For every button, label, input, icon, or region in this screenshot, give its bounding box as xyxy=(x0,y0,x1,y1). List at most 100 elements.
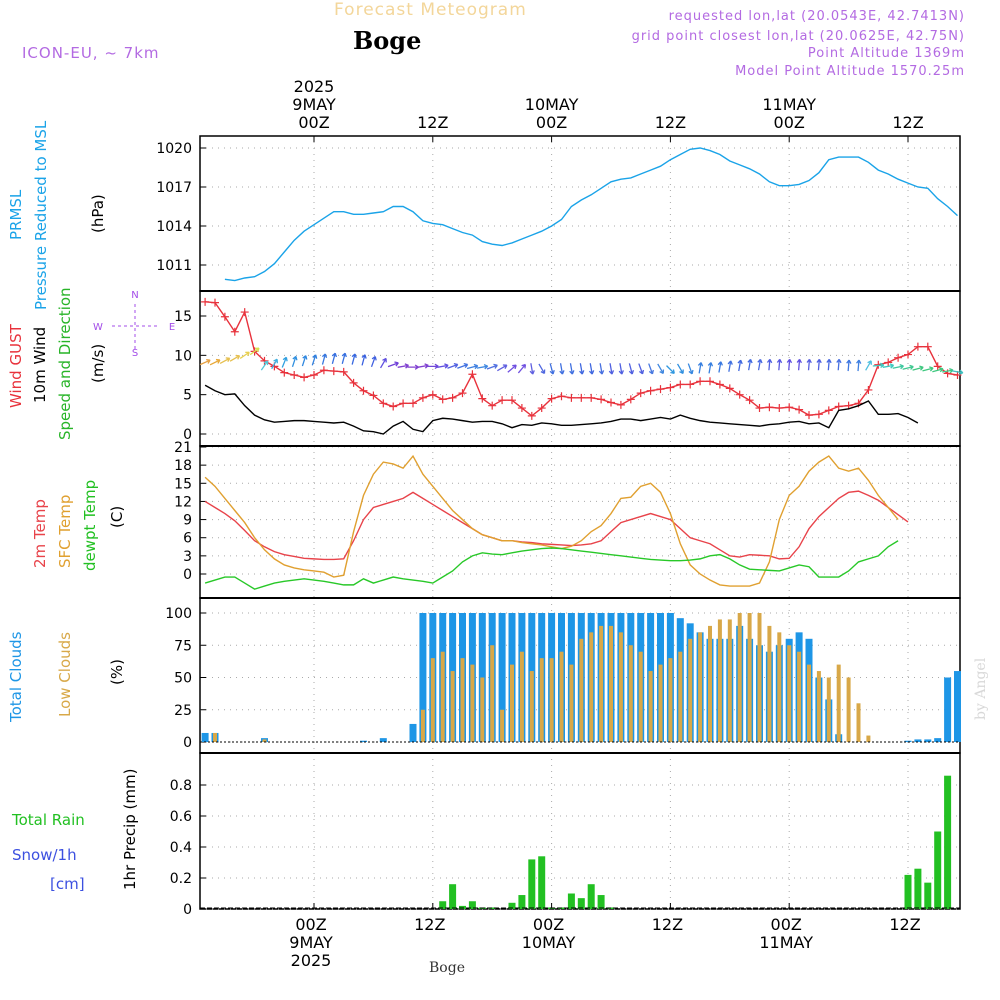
gust-marker xyxy=(537,404,546,413)
gust-marker xyxy=(933,362,942,371)
dewpoint-line xyxy=(204,540,899,590)
panel-pressure-label: PRMSL xyxy=(7,189,25,240)
gust-marker xyxy=(339,367,348,376)
wind-arrow xyxy=(856,359,862,372)
rain-side-label: Total Rain xyxy=(11,811,85,829)
gust-marker xyxy=(686,380,695,389)
gust-marker xyxy=(834,402,843,411)
rain-bar xyxy=(587,884,595,909)
y-tick-label: 1020 xyxy=(156,141,192,157)
rain-bar xyxy=(449,884,457,909)
y-tick-label: 21 xyxy=(174,440,192,456)
low-cloud-bar xyxy=(480,677,485,742)
rain-bar xyxy=(924,882,932,909)
gust-marker xyxy=(478,394,487,403)
wind-arrow xyxy=(687,363,694,375)
gust-marker xyxy=(894,353,903,362)
low-cloud-bar xyxy=(648,671,653,742)
snow-side-label: Snow/1h xyxy=(12,846,77,864)
gust-marker xyxy=(329,367,338,376)
low-cloud-bar xyxy=(737,613,742,742)
low-cloud-bar xyxy=(727,619,732,742)
total-cloud-bar xyxy=(409,723,417,742)
wind-arrow xyxy=(311,354,318,366)
rain-bar xyxy=(528,859,536,909)
gust-marker xyxy=(428,390,437,399)
wind-arrow xyxy=(427,363,439,370)
gust-marker xyxy=(409,399,417,408)
wind-arrow xyxy=(361,354,367,366)
wind-arrow xyxy=(331,352,338,364)
y-tick-label: 15 xyxy=(174,476,192,492)
low-cloud-bar xyxy=(787,645,792,742)
bottom-time-label: 00Z xyxy=(533,915,564,934)
rain-bar xyxy=(538,856,546,909)
wind-arrow xyxy=(882,363,895,369)
y-tick-label: 0 xyxy=(183,567,192,583)
low-cloud-bar xyxy=(807,664,811,742)
wind-arrow xyxy=(872,362,885,369)
gust-marker xyxy=(458,389,467,398)
panel-wind-label: Wind GUST xyxy=(7,323,25,408)
rain-bar xyxy=(518,895,526,909)
y-tick-label: 18 xyxy=(174,458,192,474)
y-tick-label: 0 xyxy=(183,427,192,443)
wind-arrow xyxy=(260,360,269,371)
low-cloud-bar xyxy=(668,658,673,742)
bottom-time-label: 9MAY xyxy=(289,933,333,952)
low-cloud-bar xyxy=(688,638,693,742)
gust-marker xyxy=(824,406,833,415)
gust-marker xyxy=(676,380,685,389)
gust-marker xyxy=(745,396,754,405)
low-cloud-bar xyxy=(559,651,564,742)
point-altitude: Point Altitude 1369m xyxy=(807,46,965,61)
wind-arrow xyxy=(657,363,665,375)
gust-marker xyxy=(300,373,309,382)
gust-marker xyxy=(795,405,804,414)
panel-wind-label: Speed and Direction xyxy=(56,287,74,440)
model-label: ICON-EU, ~ 7km xyxy=(22,44,160,62)
y-tick-label: 0.4 xyxy=(170,840,192,856)
gust-marker xyxy=(448,393,457,402)
rain-bar xyxy=(597,895,605,909)
wind-arrow xyxy=(727,360,733,372)
low-cloud-bar xyxy=(856,703,861,742)
gust-marker xyxy=(201,297,210,306)
total-cloud-bar xyxy=(904,740,912,742)
panel-clouds-label: Low Clouds xyxy=(56,632,74,717)
gust-marker xyxy=(715,380,724,389)
low-cloud-bar xyxy=(490,645,495,742)
wind-arrow xyxy=(588,363,595,375)
requested-coords: requested lon,lat (20.0543E, 42.7413N) xyxy=(668,9,965,24)
rain-bar xyxy=(439,901,447,909)
low-cloud-bar xyxy=(767,625,772,742)
low-cloud-bar xyxy=(628,645,633,742)
panel-clouds-label: Total Clouds xyxy=(7,631,25,723)
wind-arrow xyxy=(816,358,822,371)
top-time-label: 12Z xyxy=(892,113,923,132)
wind-arrow xyxy=(796,358,802,371)
footer-location: Boge xyxy=(429,960,465,976)
wind-arrow xyxy=(648,363,654,375)
low-cloud-bar xyxy=(747,613,752,742)
gust-marker xyxy=(319,366,328,375)
wind-arrow xyxy=(476,364,489,370)
gust-marker xyxy=(706,377,714,386)
wind-arrow xyxy=(628,363,635,375)
gust-marker xyxy=(656,385,665,394)
panel-frame xyxy=(199,290,961,447)
rain-bar xyxy=(944,775,952,909)
gust-marker xyxy=(230,327,239,336)
gust-marker xyxy=(567,393,576,402)
wind-arrow xyxy=(806,358,812,371)
wind-arrow xyxy=(618,363,624,375)
low-cloud-bar xyxy=(213,732,217,742)
total-cloud-bar xyxy=(934,738,942,742)
rain-bar xyxy=(577,898,585,909)
y-tick-label: 0 xyxy=(183,902,192,918)
y-tick-label: 12 xyxy=(174,494,192,510)
wind-arrow xyxy=(281,356,288,368)
low-cloud-bar xyxy=(678,651,683,742)
wind-arrow xyxy=(892,363,904,370)
top-time-label: 2025 xyxy=(294,77,335,96)
